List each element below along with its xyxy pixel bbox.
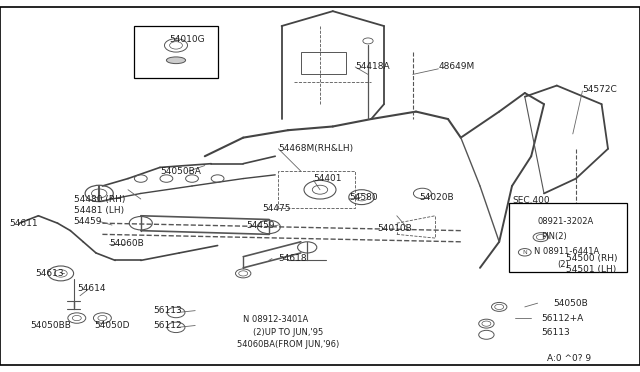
Text: 54618: 54618	[278, 254, 307, 263]
Text: 54401: 54401	[314, 174, 342, 183]
Text: 54459: 54459	[246, 221, 275, 230]
Text: (2)UP TO JUN,'95: (2)UP TO JUN,'95	[253, 328, 323, 337]
Text: 54613: 54613	[35, 269, 64, 278]
Text: 54611: 54611	[10, 219, 38, 228]
Text: 54050D: 54050D	[95, 321, 130, 330]
Text: 54481 (LH): 54481 (LH)	[74, 206, 124, 215]
Text: 54501 (LH): 54501 (LH)	[566, 265, 617, 274]
Text: 54050BA: 54050BA	[160, 167, 201, 176]
Text: N 08911-6441A: N 08911-6441A	[534, 247, 600, 256]
Text: A:0 ^0? 9: A:0 ^0? 9	[547, 355, 591, 363]
Text: 56113: 56113	[541, 328, 570, 337]
Text: 54459: 54459	[74, 217, 102, 226]
Bar	[509, 203, 627, 272]
Text: 54418A: 54418A	[355, 62, 390, 71]
Text: (2): (2)	[557, 260, 568, 269]
Bar	[301, 52, 346, 74]
Text: 54480 (RH): 54480 (RH)	[74, 195, 125, 203]
Text: PIN(2): PIN(2)	[541, 232, 566, 241]
Text: 08921-3202A: 08921-3202A	[538, 217, 594, 226]
Text: 54500 (RH): 54500 (RH)	[566, 254, 618, 263]
Text: 54010B: 54010B	[378, 224, 412, 233]
Text: 54580: 54580	[349, 193, 378, 202]
Text: 54010G: 54010G	[170, 35, 205, 44]
Text: 54468M(RH&LH): 54468M(RH&LH)	[278, 144, 353, 153]
Text: 54060BA(FROM JUN,'96): 54060BA(FROM JUN,'96)	[237, 340, 339, 349]
Text: 54020B: 54020B	[419, 193, 454, 202]
Text: 54060B: 54060B	[109, 239, 143, 248]
Text: 48649M: 48649M	[438, 62, 475, 71]
Text: 54050BB: 54050BB	[31, 321, 72, 330]
Text: 54475: 54475	[262, 204, 291, 213]
Text: 54572C: 54572C	[582, 85, 617, 94]
Text: 56112: 56112	[154, 321, 182, 330]
Text: 56112+A: 56112+A	[541, 314, 583, 323]
Bar	[278, 171, 355, 208]
Text: N 08912-3401A: N 08912-3401A	[243, 315, 308, 324]
Bar	[134, 26, 218, 78]
Text: 56113: 56113	[154, 306, 182, 315]
Text: 54614: 54614	[77, 284, 106, 293]
Text: SEC.400: SEC.400	[512, 196, 550, 205]
Text: N: N	[522, 250, 527, 255]
Text: 54050B: 54050B	[554, 299, 588, 308]
Ellipse shape	[166, 57, 186, 64]
